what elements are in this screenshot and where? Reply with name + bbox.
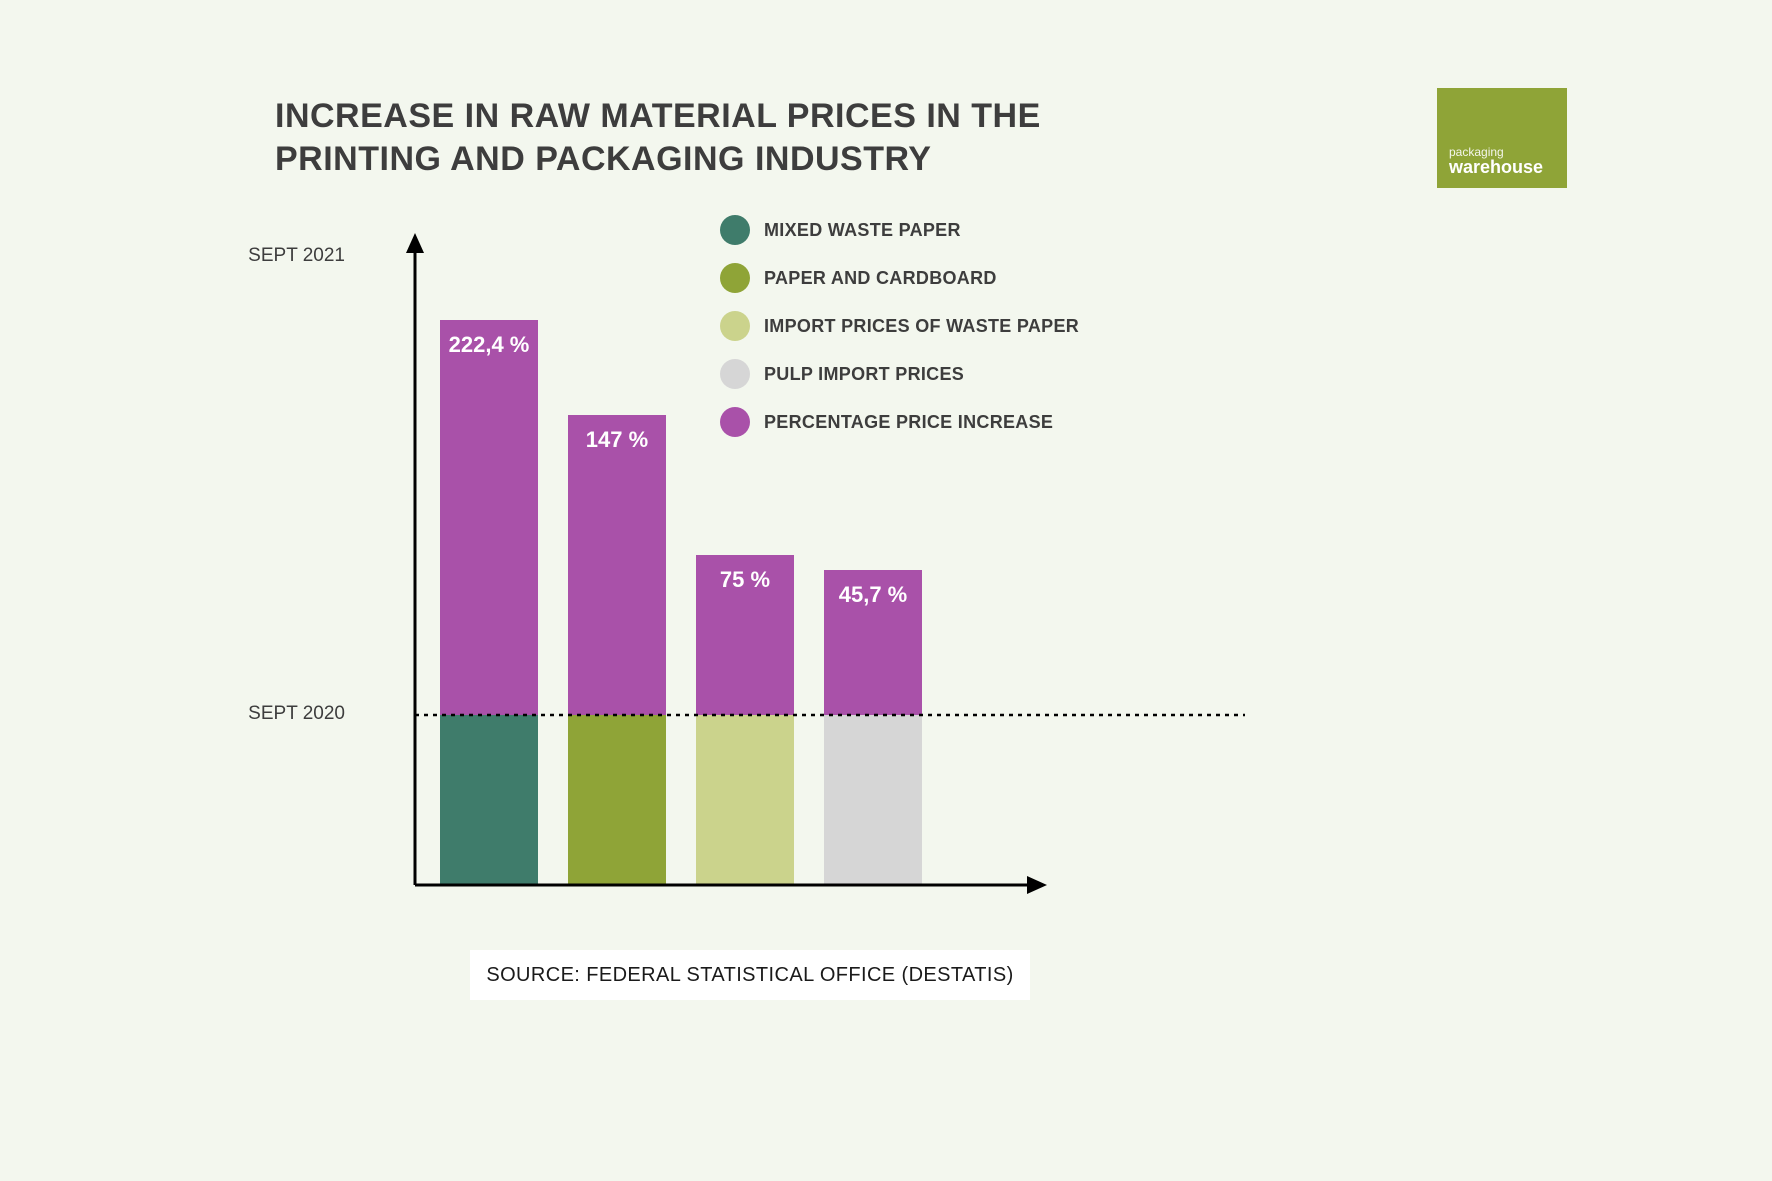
legend-swatch-4 bbox=[720, 407, 750, 437]
legend-label-0: MIXED WASTE PAPER bbox=[764, 220, 961, 241]
legend-swatch-2 bbox=[720, 311, 750, 341]
bar-increase-0 bbox=[440, 320, 538, 715]
legend-label-1: PAPER AND CARDBOARD bbox=[764, 268, 997, 289]
bar-base-0 bbox=[440, 715, 538, 885]
legend: MIXED WASTE PAPER PAPER AND CARDBOARD IMPO… bbox=[720, 215, 1079, 437]
legend-swatch-1 bbox=[720, 263, 750, 293]
bar-value-label-2: 75 % bbox=[720, 567, 770, 592]
legend-item-4: PERCENTAGE PRICE INCREASE bbox=[720, 407, 1079, 437]
legend-label-2: IMPORT PRICES OF WASTE PAPER bbox=[764, 316, 1079, 337]
bar-value-label-0: 222,4 % bbox=[449, 332, 530, 357]
legend-label-4: PERCENTAGE PRICE INCREASE bbox=[764, 412, 1053, 433]
y-axis-label-top: SEPT 2021 bbox=[225, 245, 345, 267]
brand-logo: packaging warehouse bbox=[1437, 88, 1567, 188]
legend-label-3: PULP IMPORT PRICES bbox=[764, 364, 964, 385]
source-text: SOURCE: FEDERAL STATISTICAL OFFICE (DEST… bbox=[486, 964, 1013, 987]
bar-base-2 bbox=[696, 715, 794, 885]
legend-item-3: PULP IMPORT PRICES bbox=[720, 359, 1079, 389]
logo-text-line1: packaging bbox=[1449, 145, 1504, 159]
legend-swatch-0 bbox=[720, 215, 750, 245]
source-box: SOURCE: FEDERAL STATISTICAL OFFICE (DEST… bbox=[470, 950, 1030, 1000]
legend-item-1: PAPER AND CARDBOARD bbox=[720, 263, 1079, 293]
bar-base-1 bbox=[568, 715, 666, 885]
legend-item-2: IMPORT PRICES OF WASTE PAPER bbox=[720, 311, 1079, 341]
y-axis-label-baseline: SEPT 2020 bbox=[225, 703, 345, 725]
legend-item-0: MIXED WASTE PAPER bbox=[720, 215, 1079, 245]
logo-text-line2: warehouse bbox=[1449, 157, 1543, 178]
bar-value-label-3: 45,7 % bbox=[839, 582, 908, 607]
chart-title: INCREASE IN RAW MATERIAL PRICES IN THE P… bbox=[275, 95, 1175, 180]
bar-value-label-1: 147 % bbox=[586, 427, 648, 452]
bar-base-3 bbox=[824, 715, 922, 885]
legend-swatch-3 bbox=[720, 359, 750, 389]
bar-increase-1 bbox=[568, 415, 666, 715]
